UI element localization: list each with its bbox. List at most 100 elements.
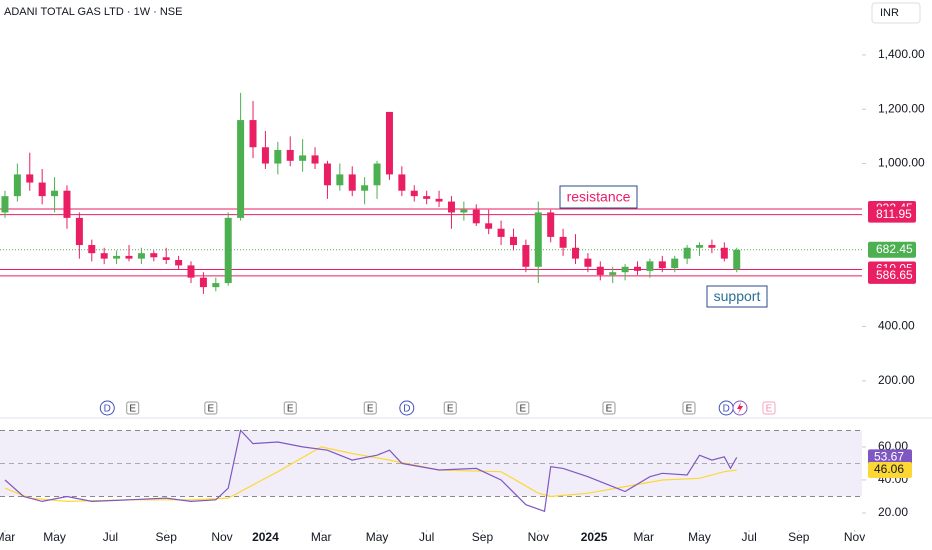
x-tick-label: Sep — [788, 530, 810, 544]
candle-body — [75, 217, 83, 246]
candle-body — [460, 209, 468, 213]
value-tag — [868, 449, 912, 466]
y-tick-label: 1,400.00 — [878, 47, 925, 61]
annotation-box — [706, 285, 768, 308]
event-marker — [443, 401, 457, 415]
event-marker — [516, 401, 530, 415]
candle-body — [63, 190, 71, 218]
event-marker — [762, 401, 776, 415]
candle-body — [522, 245, 530, 267]
x-tick-label: 2025 — [581, 530, 608, 544]
candle-body — [261, 147, 269, 164]
candle-body — [497, 228, 505, 237]
level-tag-label: 811.95 — [876, 207, 912, 221]
y-tick-label: 400.00 — [878, 319, 915, 333]
candle-body — [547, 212, 555, 237]
candle-body — [13, 174, 21, 197]
x-tick-label: 2024 — [252, 530, 279, 544]
event-marker — [602, 401, 616, 415]
event-marker — [99, 400, 115, 416]
last-price-tag — [868, 241, 916, 258]
annotation-box — [559, 185, 638, 209]
candle-body — [323, 163, 331, 186]
last-price-tag-label: 682.45 — [876, 242, 913, 256]
x-tick-label: Jul — [103, 530, 118, 544]
candle-body — [634, 266, 642, 271]
candle-body — [609, 272, 617, 275]
value-tag-label: 53.67 — [874, 450, 904, 464]
candle-body — [125, 255, 133, 259]
y-tick-label: 200.00 — [878, 373, 915, 387]
candle-body — [38, 182, 46, 197]
event-label: E — [519, 404, 526, 415]
candle-body — [584, 258, 592, 267]
rsi-band — [0, 430, 862, 497]
candle-body — [249, 120, 257, 148]
candle-body — [708, 245, 716, 248]
x-tick-label: Jul — [419, 530, 434, 544]
level-tag — [868, 206, 916, 223]
candle-body — [299, 155, 307, 161]
x-tick-label: Nov — [211, 530, 232, 544]
event-label: E — [208, 404, 215, 415]
x-tick-label: Sep — [156, 530, 178, 544]
event-label: E — [287, 404, 294, 415]
x-tick-label: Mar — [0, 530, 15, 544]
candle-body — [348, 174, 356, 191]
candle-body — [435, 198, 443, 202]
y-tick-label: 20.00 — [878, 505, 908, 519]
x-tick-label: May — [43, 530, 66, 544]
rsi-line — [4, 429, 738, 513]
event-label: E — [447, 404, 454, 415]
candle-body — [51, 190, 59, 197]
event-marker — [682, 401, 696, 415]
candle-body — [683, 247, 691, 259]
candle-body — [534, 212, 542, 267]
x-tick-label: May — [688, 530, 711, 544]
candle-body — [410, 190, 418, 197]
candle-body — [274, 149, 282, 164]
x-tick-label: Nov — [844, 530, 865, 544]
candle-body — [720, 247, 728, 259]
candle-body — [485, 223, 493, 229]
candle-body — [646, 261, 654, 271]
chart-title: ADANI TOTAL GAS LTD · 1W · NSE — [4, 6, 182, 18]
candle-body — [385, 111, 393, 175]
y-tick-label: 1,000.00 — [878, 156, 925, 170]
candle-body — [447, 201, 455, 213]
candle-body — [671, 258, 679, 269]
candle-body — [733, 249, 741, 270]
candle-body — [509, 236, 517, 246]
x-tick-label: May — [366, 530, 389, 544]
event-label: E — [686, 404, 693, 415]
candle-body — [237, 120, 245, 218]
x-tick-label: Sep — [472, 530, 494, 544]
candle-body — [398, 174, 406, 191]
x-tick-label: Nov — [528, 530, 549, 544]
x-tick-label: Mar — [633, 530, 654, 544]
candle-body — [696, 245, 704, 248]
candle-body — [311, 155, 319, 164]
candle-body — [596, 266, 604, 275]
candle-body — [336, 174, 344, 186]
candle-body — [162, 257, 170, 260]
candle-body — [187, 265, 195, 278]
event-label: D — [104, 404, 111, 415]
candle-body — [361, 185, 369, 191]
candle-body — [373, 163, 381, 186]
annotation: support — [714, 288, 761, 304]
currency-box[interactable] — [871, 2, 921, 24]
value-tag — [868, 461, 912, 478]
event-label: E — [367, 404, 374, 415]
event-marker — [399, 400, 415, 416]
candle-body — [100, 253, 108, 259]
candle-body — [212, 283, 220, 288]
candle-body — [26, 174, 34, 183]
candle-body — [137, 253, 145, 259]
event-label: E — [606, 404, 613, 415]
event-marker — [283, 401, 297, 415]
event-marker — [363, 401, 377, 415]
y-tick-label: 1,200.00 — [878, 101, 925, 115]
